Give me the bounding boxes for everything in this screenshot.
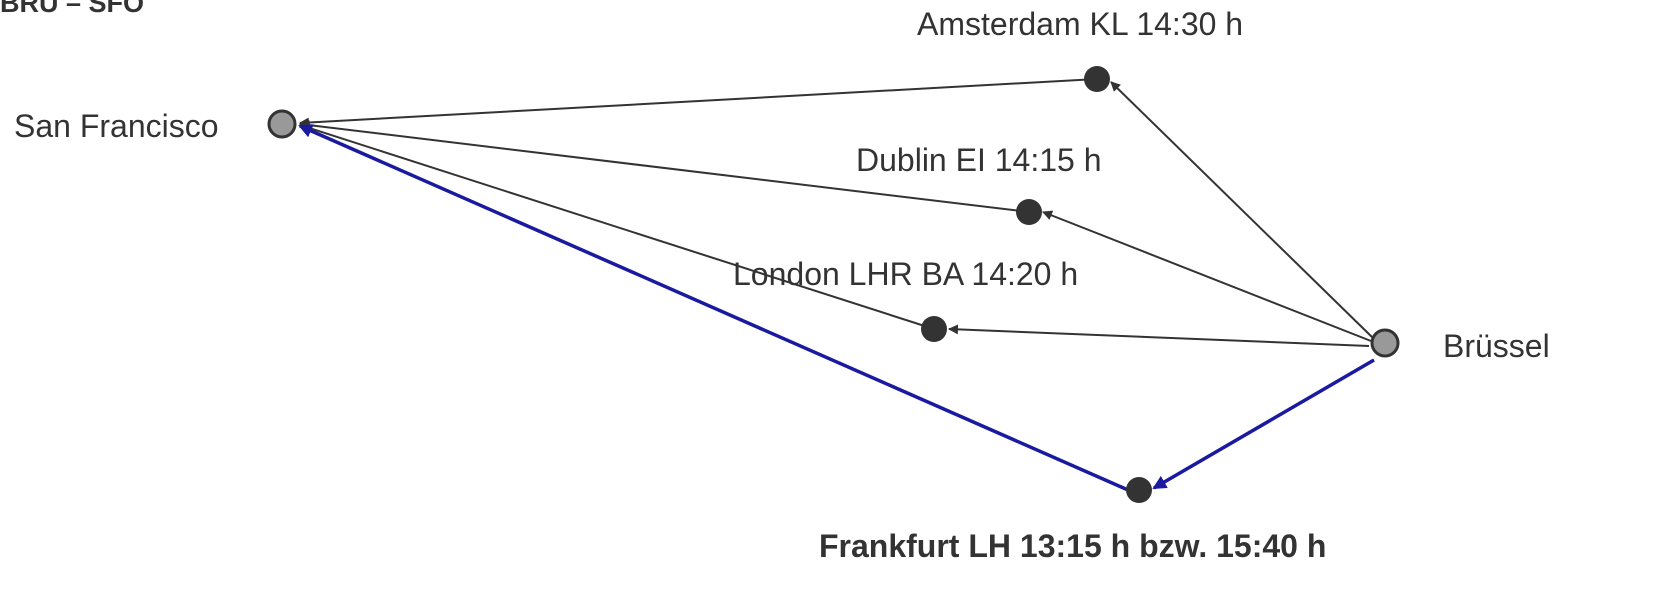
node-sfo — [267, 109, 297, 139]
edge-ams-sfo — [299, 78, 1098, 128]
label-frankfurt: Frankfurt LH 13:15 h bzw. 15:40 h — [819, 528, 1327, 564]
edge-bru-dub — [1042, 210, 1372, 342]
edge-fra-sfo — [298, 124, 1129, 492]
edge-dub-sfo — [299, 120, 1030, 213]
edge-bru-ams — [1110, 81, 1374, 339]
node-fra — [1126, 477, 1152, 503]
label-san-francisco: San Francisco — [14, 108, 219, 144]
node-dub — [1016, 199, 1042, 225]
node-ams — [1084, 66, 1110, 92]
label-amsterdam: Amsterdam KL 14:30 h — [917, 6, 1244, 42]
edge-bru-fra — [1152, 358, 1375, 490]
edge-bru-lhr — [948, 324, 1370, 347]
label-dublin: Dublin EI 14:15 h — [856, 142, 1102, 178]
diagram-title: BRU – SFO — [0, 0, 145, 18]
node-lhr — [921, 316, 947, 342]
label-london: London LHR BA 14:20 h — [733, 256, 1079, 292]
edge-lhr-sfo — [299, 122, 935, 330]
label-bruessel: Brüssel — [1443, 328, 1550, 364]
node-bru — [1370, 328, 1400, 358]
